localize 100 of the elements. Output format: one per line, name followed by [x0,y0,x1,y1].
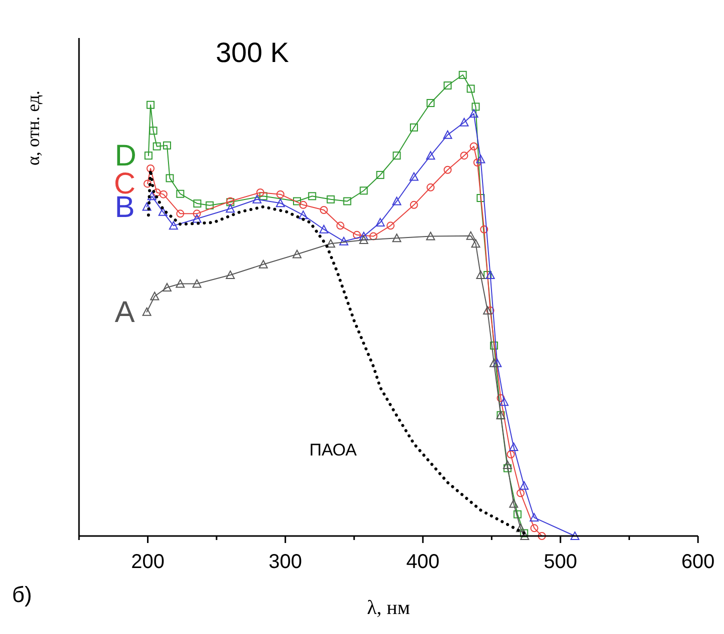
point [476,154,486,164]
point [386,222,395,230]
point [444,166,452,174]
x-tick-label: 200 [131,551,164,573]
x-tick-label: 500 [544,551,578,573]
point [166,174,174,182]
point [326,195,335,204]
point [336,222,344,230]
point [480,225,488,234]
point [516,524,526,532]
point [484,271,492,280]
point [471,239,480,248]
x-tick-label: 600 [681,551,715,573]
point [146,164,155,172]
point [206,201,214,210]
point [369,232,378,240]
point [469,109,478,118]
point [226,270,235,280]
point [339,236,348,246]
point [193,200,202,208]
point [352,230,361,239]
point [492,358,502,368]
point [444,81,452,90]
point [298,210,308,220]
point [483,306,492,315]
point [142,307,152,316]
point [458,70,467,79]
point [486,306,494,315]
point [502,460,512,469]
point [486,270,495,280]
point [256,188,264,196]
point [509,442,518,452]
point [150,292,160,300]
point [343,197,352,206]
text: б) [12,582,32,607]
point [538,532,546,540]
point [163,141,172,150]
point [192,214,202,223]
point [520,529,528,538]
point [514,510,522,518]
point [258,260,268,268]
point [476,194,485,202]
point [299,200,308,209]
x-tick-label: 400 [406,551,440,573]
point [530,513,539,522]
series-label: A [114,296,135,329]
point [144,180,152,188]
point [490,358,499,368]
point [426,151,436,160]
point [162,282,172,292]
point [293,197,302,206]
point [476,270,486,280]
point [152,142,161,150]
point [509,499,518,508]
point [376,218,385,226]
point [530,524,538,532]
point [410,200,418,209]
point [259,192,268,200]
point [144,152,152,160]
point [506,450,515,458]
series-label: D [114,140,136,173]
chart-title: 300 K [216,37,290,68]
text: ПАОА [309,440,358,460]
point [176,210,184,218]
point [466,84,475,93]
point [226,204,235,213]
point [176,190,184,198]
point [319,224,328,234]
point [292,250,302,258]
point [409,172,418,181]
point [472,102,480,111]
point [392,152,401,160]
x-axis-title: λ, нм [366,597,410,619]
point [192,279,202,288]
point [466,231,476,240]
point [176,279,185,288]
point [470,142,478,150]
x-tick-label: 300 [268,551,302,573]
point [460,152,468,160]
point [376,170,384,179]
point [426,99,435,108]
point [149,126,158,135]
point [276,190,284,198]
point [516,489,525,498]
point [169,221,178,230]
point [473,158,482,166]
point [496,394,505,402]
point [490,342,498,350]
point [276,198,285,208]
point [146,100,155,109]
point [360,186,368,195]
point [410,123,418,132]
point [326,239,336,248]
point [570,532,580,540]
point [503,464,512,472]
point [443,130,452,139]
point [252,194,262,204]
point [147,192,156,200]
point [192,210,201,218]
point [426,183,435,192]
